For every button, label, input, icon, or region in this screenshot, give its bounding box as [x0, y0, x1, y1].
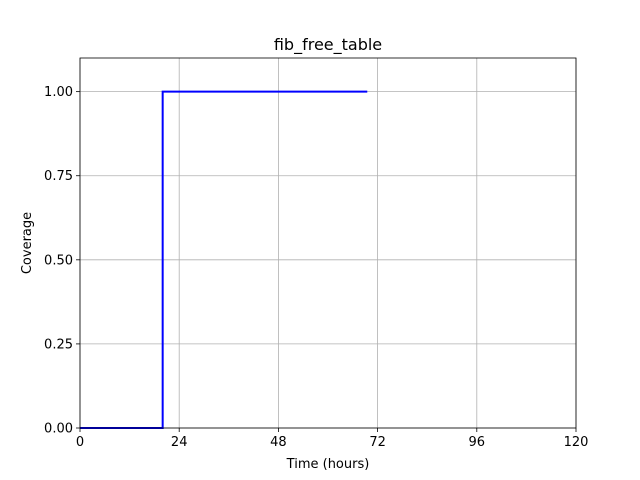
y-tick-label: 0.50 — [44, 253, 73, 268]
plot-frame — [79, 57, 577, 429]
y-tick-label: 0.00 — [44, 422, 73, 437]
tick-layer: 0 24 48 72 96 120 0.00 0.25 0.50 0.75 1.00 — [44, 85, 588, 450]
chart-title: fib_free_table — [274, 35, 382, 55]
y-tick-label: 0.25 — [44, 337, 73, 352]
x-tick-label: 24 — [171, 435, 188, 450]
y-tick-label: 0.75 — [44, 169, 73, 184]
y-axis-label: Coverage — [20, 212, 35, 274]
y-tick-label: 1.00 — [44, 85, 73, 100]
x-axis-label: Time (hours) — [286, 457, 370, 472]
x-tick-label: 48 — [270, 435, 287, 450]
plot-area-background — [80, 58, 576, 428]
x-tick-label: 120 — [564, 435, 589, 450]
x-tick-label: 72 — [369, 435, 386, 450]
x-tick-label: 96 — [469, 435, 486, 450]
x-tick-label: 0 — [76, 435, 84, 450]
